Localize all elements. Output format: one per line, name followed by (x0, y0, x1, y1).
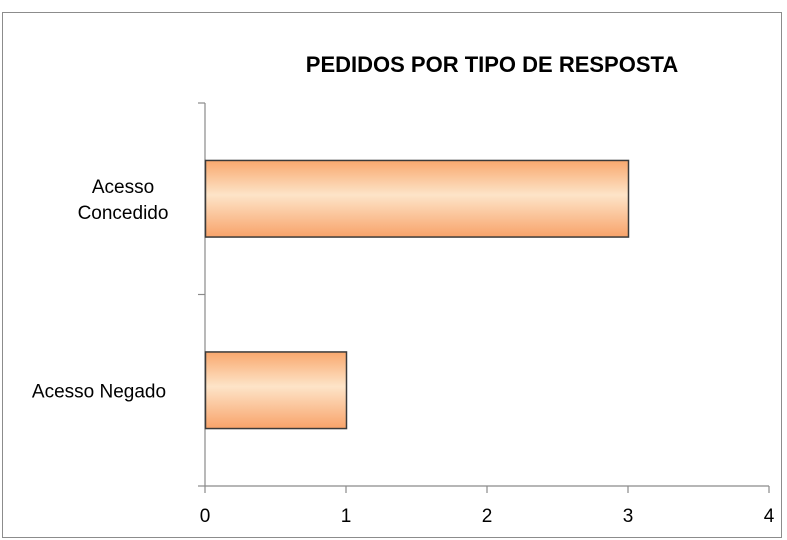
bar-acesso-concedido (204, 159, 630, 238)
x-tick-label: 4 (764, 506, 775, 527)
category-label-line: Acesso Negado (32, 381, 166, 402)
chart-frame (2, 12, 782, 538)
chart-title: PEDIDOS POR TIPO DE RESPOSTA (306, 52, 679, 77)
plot-area: 0 1 2 3 4 Acesso Concedido Acesso Negado (32, 102, 775, 527)
category-label-line: Concedido (78, 203, 169, 224)
x-tick-label: 0 (200, 506, 211, 527)
category-label: Acesso Concedido (78, 177, 169, 224)
category-label-line: Acesso (92, 177, 154, 198)
bar-acesso-negado (204, 351, 348, 430)
x-tick-label: 2 (482, 506, 493, 527)
x-tick-label: 3 (623, 506, 634, 527)
category-label: Acesso Negado (32, 381, 166, 402)
x-tick-label: 1 (341, 506, 352, 527)
